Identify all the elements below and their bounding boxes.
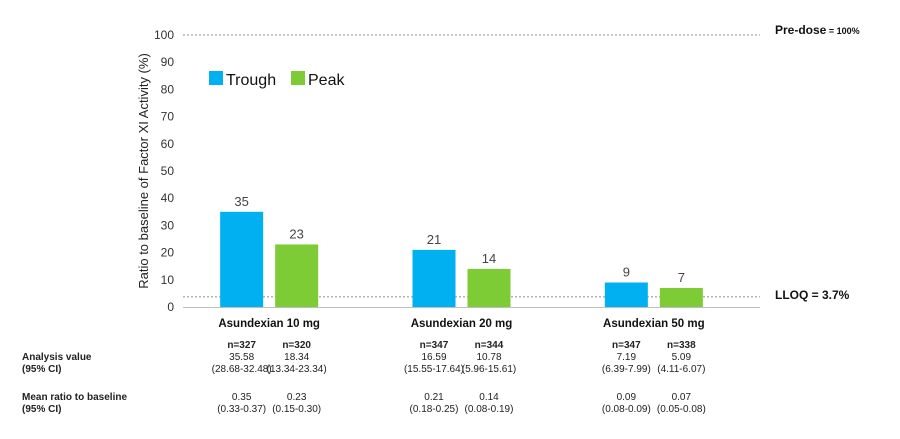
table-cell-ratio: 0.35 (0.33-0.37)	[217, 392, 267, 415]
table-cell-analysis: n=347 7.19 (6.39-7.99)	[601, 340, 651, 375]
legend-swatch-peak	[291, 71, 305, 85]
row-label-analysis-value: Analysis value (95% CI)	[22, 352, 92, 375]
y-tick-label: 10	[161, 273, 175, 287]
legend-label-peak: Peak	[308, 72, 345, 89]
data-label: 21	[427, 232, 441, 247]
table-cell-ratio: 0.09 (0.08-0.09)	[601, 392, 651, 415]
data-label: 7	[678, 270, 685, 285]
y-tick-label: 100	[154, 28, 174, 42]
row-label-mean-ratio: Mean ratio to baseline (95% CI)	[22, 392, 128, 415]
bar-peak	[275, 244, 319, 307]
data-label: 9	[623, 265, 630, 280]
y-tick-label: 80	[161, 82, 175, 96]
bar-peak	[659, 287, 703, 307]
y-tick-label: 70	[161, 110, 175, 124]
y-tick-label: 20	[161, 246, 175, 260]
bar-trough	[604, 282, 648, 307]
category-label: Asundexian 50 mg	[603, 318, 705, 330]
data-label: 35	[234, 194, 248, 209]
legend-label-trough: Trough	[226, 72, 276, 89]
reference-line-label: Pre-dose = 100%	[775, 23, 860, 37]
category-label: Asundexian 20 mg	[411, 318, 513, 330]
y-tick-label: 30	[161, 218, 175, 232]
bar-trough	[412, 249, 456, 307]
y-axis-label: Ratio to baseline of Factor XI Activity …	[136, 53, 151, 289]
category-label: Asundexian 10 mg	[218, 318, 320, 330]
bar-trough	[220, 211, 264, 307]
reference-line-label: LLOQ = 3.7%	[775, 288, 850, 302]
table-cell-ratio: 0.07 (0.05-0.08)	[656, 392, 706, 415]
y-tick-label: 0	[167, 300, 174, 314]
y-tick-label: 50	[161, 164, 175, 178]
data-label: 14	[482, 251, 496, 266]
table-cell-analysis: n=320 18.34 (13.34-23.34)	[266, 340, 327, 375]
table-cell-ratio: 0.21 (0.18-0.25)	[409, 392, 459, 415]
y-tick-label: 40	[161, 191, 175, 205]
table-cell-analysis: n=327 35.58 (28.68-32.48)	[211, 340, 272, 375]
data-label: 23	[289, 226, 303, 241]
table-cell-analysis: n=338 5.09 (4.11-6.07)	[657, 340, 706, 375]
y-tick-label: 90	[161, 55, 175, 69]
bar-peak	[467, 268, 511, 307]
table-cell-analysis: n=344 10.78 (5.96-15.61)	[461, 340, 517, 375]
table-cell-analysis: n=347 16.59 (15.55-17.64)	[403, 340, 465, 375]
table-cell-ratio: 0.23 (0.15-0.30)	[272, 392, 322, 415]
table-cell-ratio: 0.14 (0.08-0.19)	[464, 392, 514, 415]
y-tick-label: 60	[161, 137, 175, 151]
legend-swatch-trough	[209, 71, 223, 85]
